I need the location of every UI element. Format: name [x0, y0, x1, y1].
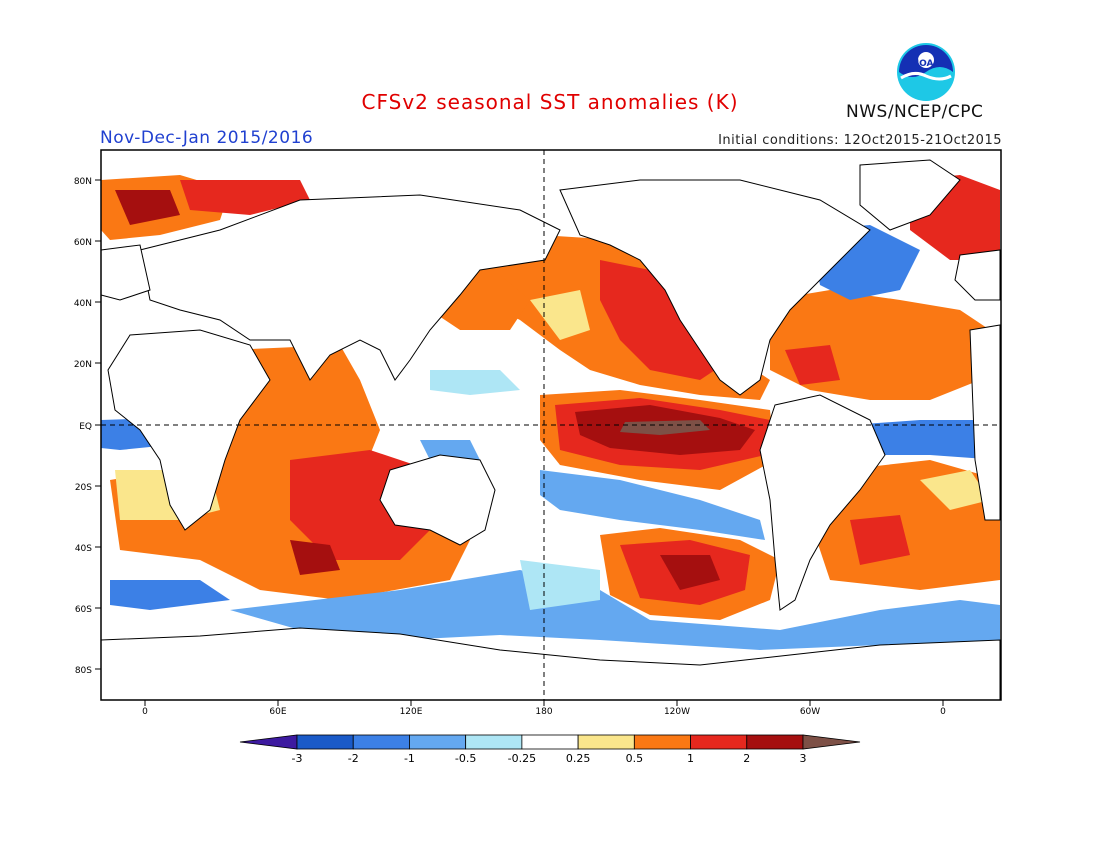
lon-axis: 0 60E 120E 180 120W 60W 0	[142, 700, 946, 717]
colorbar-cell	[239, 734, 298, 750]
colorbar-cell	[465, 734, 523, 750]
lon-label: 0	[940, 707, 946, 717]
lon-label: 120E	[400, 707, 423, 717]
lat-label: 80S	[75, 666, 92, 676]
colorbar-tick-label: -3	[292, 752, 303, 765]
lon-label: 60W	[800, 707, 820, 717]
colorbar-cell	[521, 734, 579, 750]
lat-tick-40s: 40S	[75, 544, 101, 554]
lat-tick-80s: 80S	[75, 666, 101, 676]
lat-label: 20S	[75, 483, 92, 493]
lon-label: 0	[142, 707, 148, 717]
colorbar-cell	[577, 734, 635, 750]
chart-title: CFSv2 seasonal SST anomalies (K)	[361, 90, 739, 114]
lat-tick-80n: 80N	[74, 177, 101, 187]
colorbar-cell	[690, 734, 748, 750]
lon-tick-180: 180	[535, 700, 553, 717]
forecast-period: Nov-Dec-Jan 2015/2016	[100, 128, 314, 148]
lat-label: 20N	[74, 360, 92, 370]
colorbar-cell	[296, 734, 354, 750]
lat-tick-20n: 20N	[74, 360, 101, 370]
colorbar-cell	[409, 734, 467, 750]
lon-tick-60w: 60W	[800, 700, 820, 717]
lon-tick-120e: 120E	[400, 700, 423, 717]
lat-tick-60s: 60S	[75, 605, 101, 615]
lat-tick-20s: 20S	[75, 483, 101, 493]
colorbar-cell	[802, 734, 861, 750]
noaa-logo: NOAA	[897, 43, 955, 101]
colorbar-tick-label: -1	[404, 752, 415, 765]
lon-tick-60e: 60E	[269, 700, 287, 717]
logo-lettering: NOAA	[912, 59, 941, 69]
lat-label: 40N	[74, 299, 92, 309]
colorbar-tick-label: -0.5	[455, 752, 476, 765]
initial-conditions: Initial conditions: 12Oct2015-21Oct2015	[718, 133, 1002, 148]
colorbar-tick-label: -0.25	[508, 752, 536, 765]
lon-label: 60E	[269, 707, 286, 717]
lat-tick-eq: EQ	[79, 422, 101, 432]
colorbar-cell	[746, 734, 804, 750]
lat-tick-60n: 60N	[74, 238, 101, 248]
lat-label: 80N	[74, 177, 92, 187]
lon-tick-120w: 120W	[664, 700, 690, 717]
colorbar-tick-label: 0.5	[626, 752, 644, 765]
organization-label: NWS/NCEP/CPC	[846, 102, 984, 122]
colorbar-tick-label: -2	[348, 752, 359, 765]
lat-label: 40S	[75, 544, 92, 554]
lat-axis: 80N 60N 40N 20N EQ 20S 40S 60S 80S	[74, 177, 101, 676]
lat-label: EQ	[79, 422, 92, 432]
lat-label: 60S	[75, 605, 92, 615]
lat-tick-40n: 40N	[74, 299, 101, 309]
lon-label: 180	[535, 707, 552, 717]
colorbar-tick-label: 3	[800, 752, 807, 765]
lat-label: 60N	[74, 238, 92, 248]
colorbar-tick-label: 0.25	[566, 752, 591, 765]
colorbar-cell	[633, 734, 691, 750]
colorbar-tick-label: 2	[743, 752, 750, 765]
colorbar-tick-label: 1	[687, 752, 694, 765]
lon-tick-0-right: 0	[940, 700, 946, 717]
lon-label: 120W	[664, 707, 690, 717]
lon-tick-0: 0	[142, 700, 148, 717]
colorbar-cell	[352, 734, 410, 750]
colorbar: -3 -2 -1 -0.5 -0.25 0.25 0.5 1 2 3	[239, 734, 861, 765]
